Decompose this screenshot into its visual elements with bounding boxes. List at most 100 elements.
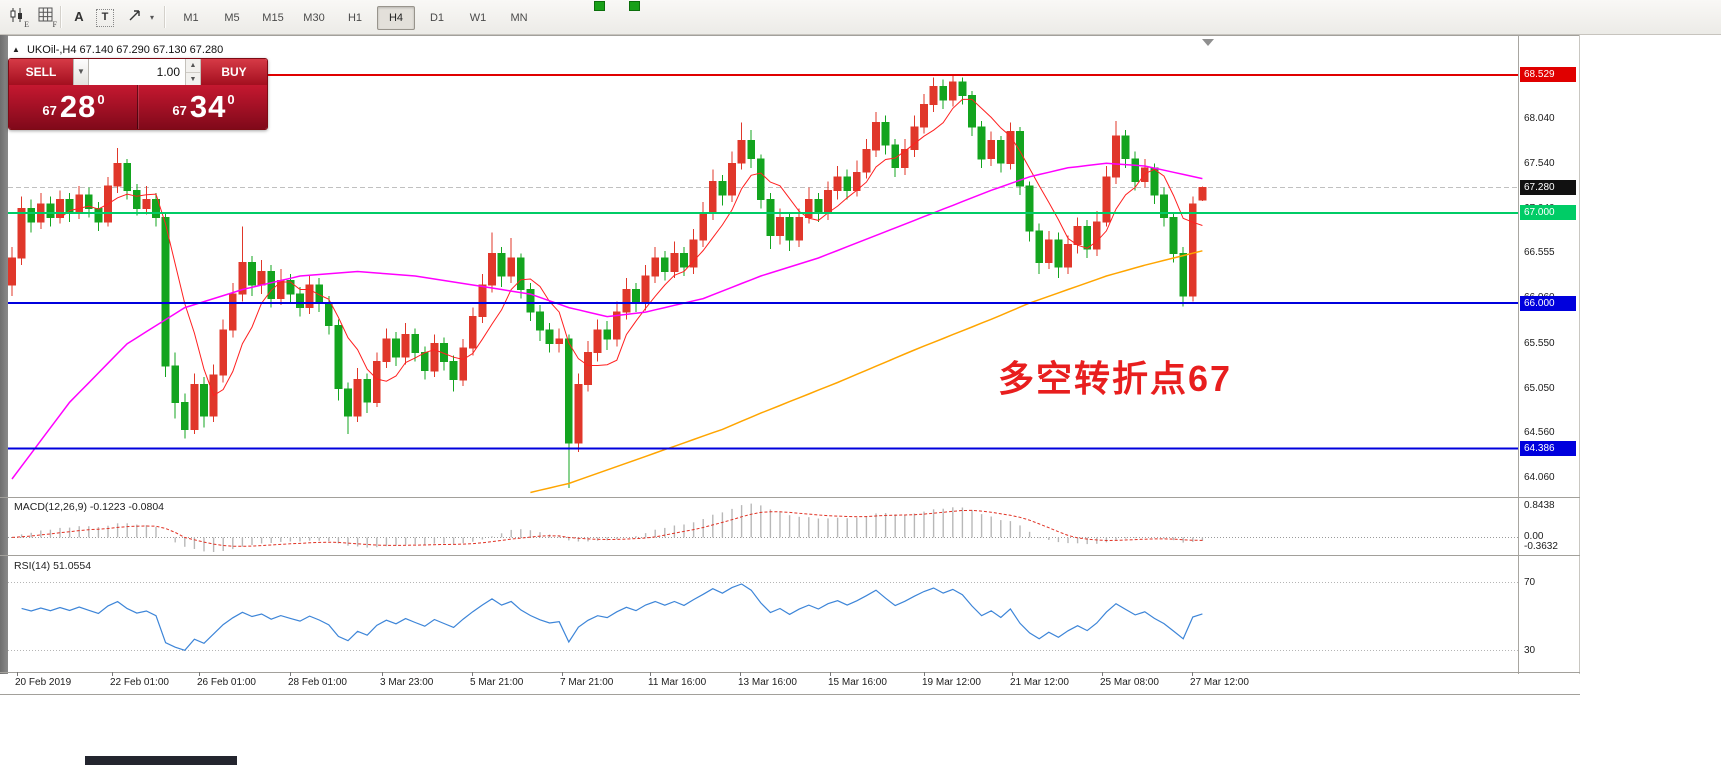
background-window-titlebar[interactable] (85, 756, 237, 765)
price-scale-label: 64.560 (1524, 427, 1555, 438)
macd-splitter[interactable] (0, 497, 1580, 498)
grid-style-icon[interactable]: F (34, 7, 57, 29)
time-axis-tick (650, 672, 651, 676)
clipped-icon (629, 1, 640, 11)
macd-panel[interactable] (8, 499, 1518, 554)
trade-controls-row: SELL ▼ 1.00 ▲ ▼ BUY (9, 59, 267, 85)
price-chart[interactable] (8, 37, 1518, 497)
timeframe-m1[interactable]: M1 (183, 12, 199, 24)
window-right-border (1579, 35, 1580, 694)
time-axis-tick (830, 672, 831, 676)
volume-dropdown-icon[interactable]: ▼ (73, 59, 89, 85)
price-scale-border (1518, 35, 1519, 694)
candlestick-style-icon[interactable]: E (6, 7, 29, 29)
trade-prices-row: 67 28 0 67 34 0 (9, 85, 267, 129)
sell-button[interactable]: SELL (9, 59, 73, 85)
ask-price-prefix: 67 (172, 102, 187, 118)
time-axis-label: 19 Mar 12:00 (922, 677, 981, 688)
rsi-scale-label: 70 (1524, 577, 1536, 588)
volume-spinner: ▲ ▼ (185, 59, 201, 85)
time-axis-label: 15 Mar 16:00 (828, 677, 887, 688)
price-level-badge: 64.386 (1520, 441, 1576, 456)
price-scale-label: 68.040 (1524, 113, 1555, 124)
time-axis-label: 26 Feb 01:00 (197, 677, 256, 688)
time-axis-tick (17, 672, 18, 676)
symbol-ohlc-text: UKOil-,H4 67.140 67.290 67.130 67.280 (26, 44, 224, 56)
cursor-tool-icon[interactable] (124, 7, 146, 27)
price-scale-label: 66.555 (1524, 247, 1555, 258)
price-scale-label: 67.540 (1524, 158, 1555, 169)
rsi-splitter[interactable] (0, 555, 1580, 556)
buy-button[interactable]: BUY (201, 59, 267, 85)
icon-sub-label: E (24, 20, 29, 29)
bid-price-prefix: 67 (42, 102, 57, 118)
window-left-edge (0, 35, 8, 694)
chart-annotation: 多空转折点67 (998, 358, 1233, 399)
time-axis-label: 27 Mar 12:00 (1190, 677, 1249, 688)
icon-sub-label: F (52, 20, 57, 29)
time-axis-label: 13 Mar 16:00 (738, 677, 797, 688)
window-top-border (0, 35, 1580, 36)
time-axis-tick (199, 672, 200, 676)
time-axis-label: 5 Mar 21:00 (470, 677, 524, 688)
clipped-icon (594, 1, 605, 11)
volume-up-icon[interactable]: ▲ (186, 59, 200, 73)
bid-price-pip: 0 (97, 91, 105, 107)
time-axis-label: 22 Feb 01:00 (110, 677, 169, 688)
grid-glyph (38, 7, 52, 22)
timeframe-mn[interactable]: MN (510, 12, 528, 24)
timeframe-d1[interactable]: D1 (429, 12, 445, 24)
price-scale[interactable]: 68.04067.54067.04066.55566.06065.55065.0… (1519, 0, 1579, 765)
timeframe-m15[interactable]: M15 (262, 12, 284, 24)
volume-input[interactable]: 1.00 (89, 59, 185, 85)
bid-price-main: 28 (59, 89, 97, 124)
time-axis-label: 3 Mar 23:00 (380, 677, 434, 688)
price-level-badge: 66.000 (1520, 296, 1576, 311)
chart-ohlc-header: ▲ UKOil-,H4 67.140 67.290 67.130 67.280 (12, 44, 223, 56)
chart-shift-marker (1202, 39, 1214, 46)
time-axis-tick (1012, 672, 1013, 676)
price-scale-label: 65.050 (1524, 383, 1555, 394)
price-scale-label: 64.060 (1524, 472, 1555, 483)
time-axis-tick (562, 672, 563, 676)
price-level-badge: 67.000 (1520, 205, 1576, 220)
sell-price-button[interactable]: 67 28 0 (9, 85, 138, 129)
time-axis-label: 20 Feb 2019 (15, 677, 72, 688)
time-axis-label: 21 Mar 12:00 (1010, 677, 1069, 688)
timeframe-m30[interactable]: M30 (303, 12, 325, 24)
time-axis-tick (382, 672, 383, 676)
buy-price-button[interactable]: 67 34 0 (138, 85, 267, 129)
rsi-scale-label: 30 (1524, 645, 1536, 656)
time-axis-tick (290, 672, 291, 676)
price-level-badge: 67.280 (1520, 180, 1576, 195)
toolbar-separator (164, 6, 166, 28)
macd-scale-label: -0.3632 (1524, 541, 1558, 552)
text-tool-icon[interactable]: A (74, 9, 84, 24)
collapse-triangle-icon[interactable]: ▲ (12, 45, 20, 54)
ask-price-pip: 0 (227, 91, 235, 107)
rsi-panel[interactable] (8, 557, 1518, 671)
time-axis-label: 7 Mar 21:00 (560, 677, 614, 688)
timeframe-group: M1 M5 M15 M30 H1 H4 D1 W1 MN (172, 6, 538, 30)
macd-label: MACD(12,26,9) -0.1223 -0.0804 (14, 501, 164, 513)
volume-down-icon[interactable]: ▼ (189, 76, 197, 83)
window-bottom-border (0, 694, 1580, 695)
toolbar: E F A T ▾ M1 M5 M15 M30 H1 H4 D1 W1 MN (0, 0, 1721, 35)
macd-scale-label: 0.8438 (1524, 500, 1555, 511)
time-axis-tick (740, 672, 741, 676)
timeframe-w1[interactable]: W1 (469, 12, 487, 24)
price-level-badge: 68.529 (1520, 67, 1576, 82)
time-axis-tick (472, 672, 473, 676)
ask-price-main: 34 (189, 89, 227, 124)
time-axis-tick (112, 672, 113, 676)
dropdown-caret-icon[interactable]: ▾ (149, 13, 154, 22)
macd-scale-label: 0.00 (1524, 531, 1544, 542)
timeframe-m5[interactable]: M5 (224, 12, 240, 24)
arrow-glyph (129, 10, 140, 21)
rsi-label: RSI(14) 51.0554 (14, 560, 92, 572)
textbox-tool-icon[interactable]: T (94, 7, 116, 27)
time-axis[interactable]: 20 Feb 2019 22 Feb 01:00 26 Feb 01:00 28 Fe… (0, 672, 1580, 694)
timeframe-h4[interactable]: H4 (377, 6, 415, 30)
timeframe-h1[interactable]: H1 (347, 12, 363, 24)
